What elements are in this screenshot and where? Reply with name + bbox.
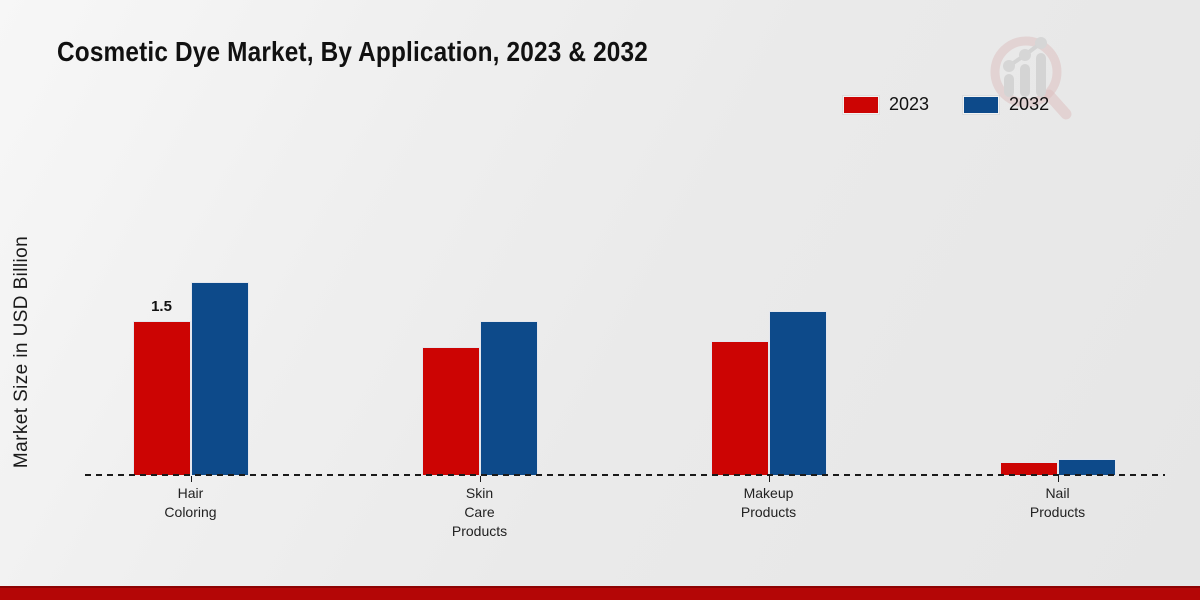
bar-2032-nail-products xyxy=(1057,459,1116,475)
x-axis-baseline xyxy=(85,474,1165,476)
legend-label: 2023 xyxy=(889,94,930,114)
category-label-hair-coloring: Hair Coloring xyxy=(164,485,217,520)
legend-item-2032: 2032 xyxy=(963,94,1049,115)
bar-2032-makeup-products xyxy=(768,311,827,475)
chart-title: Cosmetic Dye Market, By Application, 202… xyxy=(57,36,648,67)
legend-item-2023: 2023 xyxy=(843,94,929,115)
axis-tick xyxy=(190,476,192,482)
legend-swatch-icon xyxy=(963,95,1000,114)
bar-2023-skin-care-products xyxy=(421,347,480,475)
legend-label: 2032 xyxy=(1009,94,1050,114)
magnifier-growth-chart-logo-icon xyxy=(982,26,1078,122)
legend-swatch-icon xyxy=(843,95,879,114)
footer-band xyxy=(0,586,1200,600)
bar-2032-skin-care-products xyxy=(479,321,538,475)
legend: 2023 2032 xyxy=(843,94,1049,115)
category-label-makeup-products: Makeup Products xyxy=(740,485,797,520)
axis-tick xyxy=(768,476,770,482)
bar-2032-hair-coloring xyxy=(190,282,249,475)
bar-2023-makeup-products xyxy=(710,341,769,475)
bar-2023-nail-products xyxy=(999,462,1058,475)
category-label-skin-care-products: Skin Care Products xyxy=(451,485,508,539)
axis-tick xyxy=(479,476,481,482)
category-label-nail-products: Nail Products xyxy=(1029,485,1086,520)
bar-2023-hair-coloring xyxy=(132,321,191,475)
axis-tick xyxy=(1057,476,1059,482)
bar-value-label: 1.5 xyxy=(151,298,172,315)
